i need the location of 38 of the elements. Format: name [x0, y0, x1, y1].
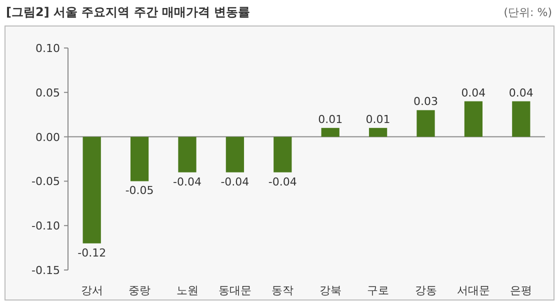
- data-label: 0.04: [461, 86, 486, 100]
- x-tick-label: 은평: [510, 284, 532, 297]
- y-tick-label: -0.15: [32, 264, 60, 277]
- x-tick-label: 강동: [414, 284, 437, 297]
- data-label: -0.04: [220, 175, 250, 188]
- bar: [178, 136, 196, 172]
- bar: [321, 128, 340, 137]
- data-label: 0.03: [414, 95, 438, 108]
- y-tick-label: -0.10: [32, 220, 60, 233]
- x-tick-label: 서대문: [456, 284, 490, 297]
- bar: [130, 136, 149, 182]
- x-tick-label: 구로: [367, 284, 390, 297]
- data-label: -0.04: [268, 175, 297, 188]
- chart-title: [그림2] 서울 주요지역 주간 매매가격 변동률: [6, 5, 250, 19]
- data-label: -0.05: [125, 184, 154, 198]
- y-tick-label: 0.05: [36, 86, 60, 100]
- text: (단위: %): [504, 6, 552, 19]
- y-tick-label: 0.10: [36, 42, 60, 55]
- x-tick-label: 노원: [176, 284, 198, 297]
- x-tick-label: 동대문: [218, 284, 252, 297]
- data-label: 0.01: [318, 112, 343, 126]
- x-tick-label: 중랑: [128, 284, 151, 297]
- bar: [464, 101, 483, 137]
- x-tick-label: 강서: [80, 284, 103, 297]
- bar: [226, 136, 244, 172]
- x-tick-label: 동작: [272, 284, 294, 297]
- bar: [512, 101, 530, 137]
- bar: [368, 128, 388, 137]
- y-tick-label: 0.00: [36, 130, 60, 144]
- x-tick-label: 강북: [319, 284, 342, 297]
- bar: [416, 110, 435, 137]
- data-label: 0.04: [508, 86, 534, 100]
- data-label: -0.12: [78, 246, 106, 260]
- y-tick-label: -0.05: [32, 175, 60, 188]
- bar: [274, 136, 292, 172]
- bar: [82, 136, 101, 244]
- data-label: -0.04: [173, 175, 202, 188]
- data-label: 0.01: [366, 112, 390, 126]
